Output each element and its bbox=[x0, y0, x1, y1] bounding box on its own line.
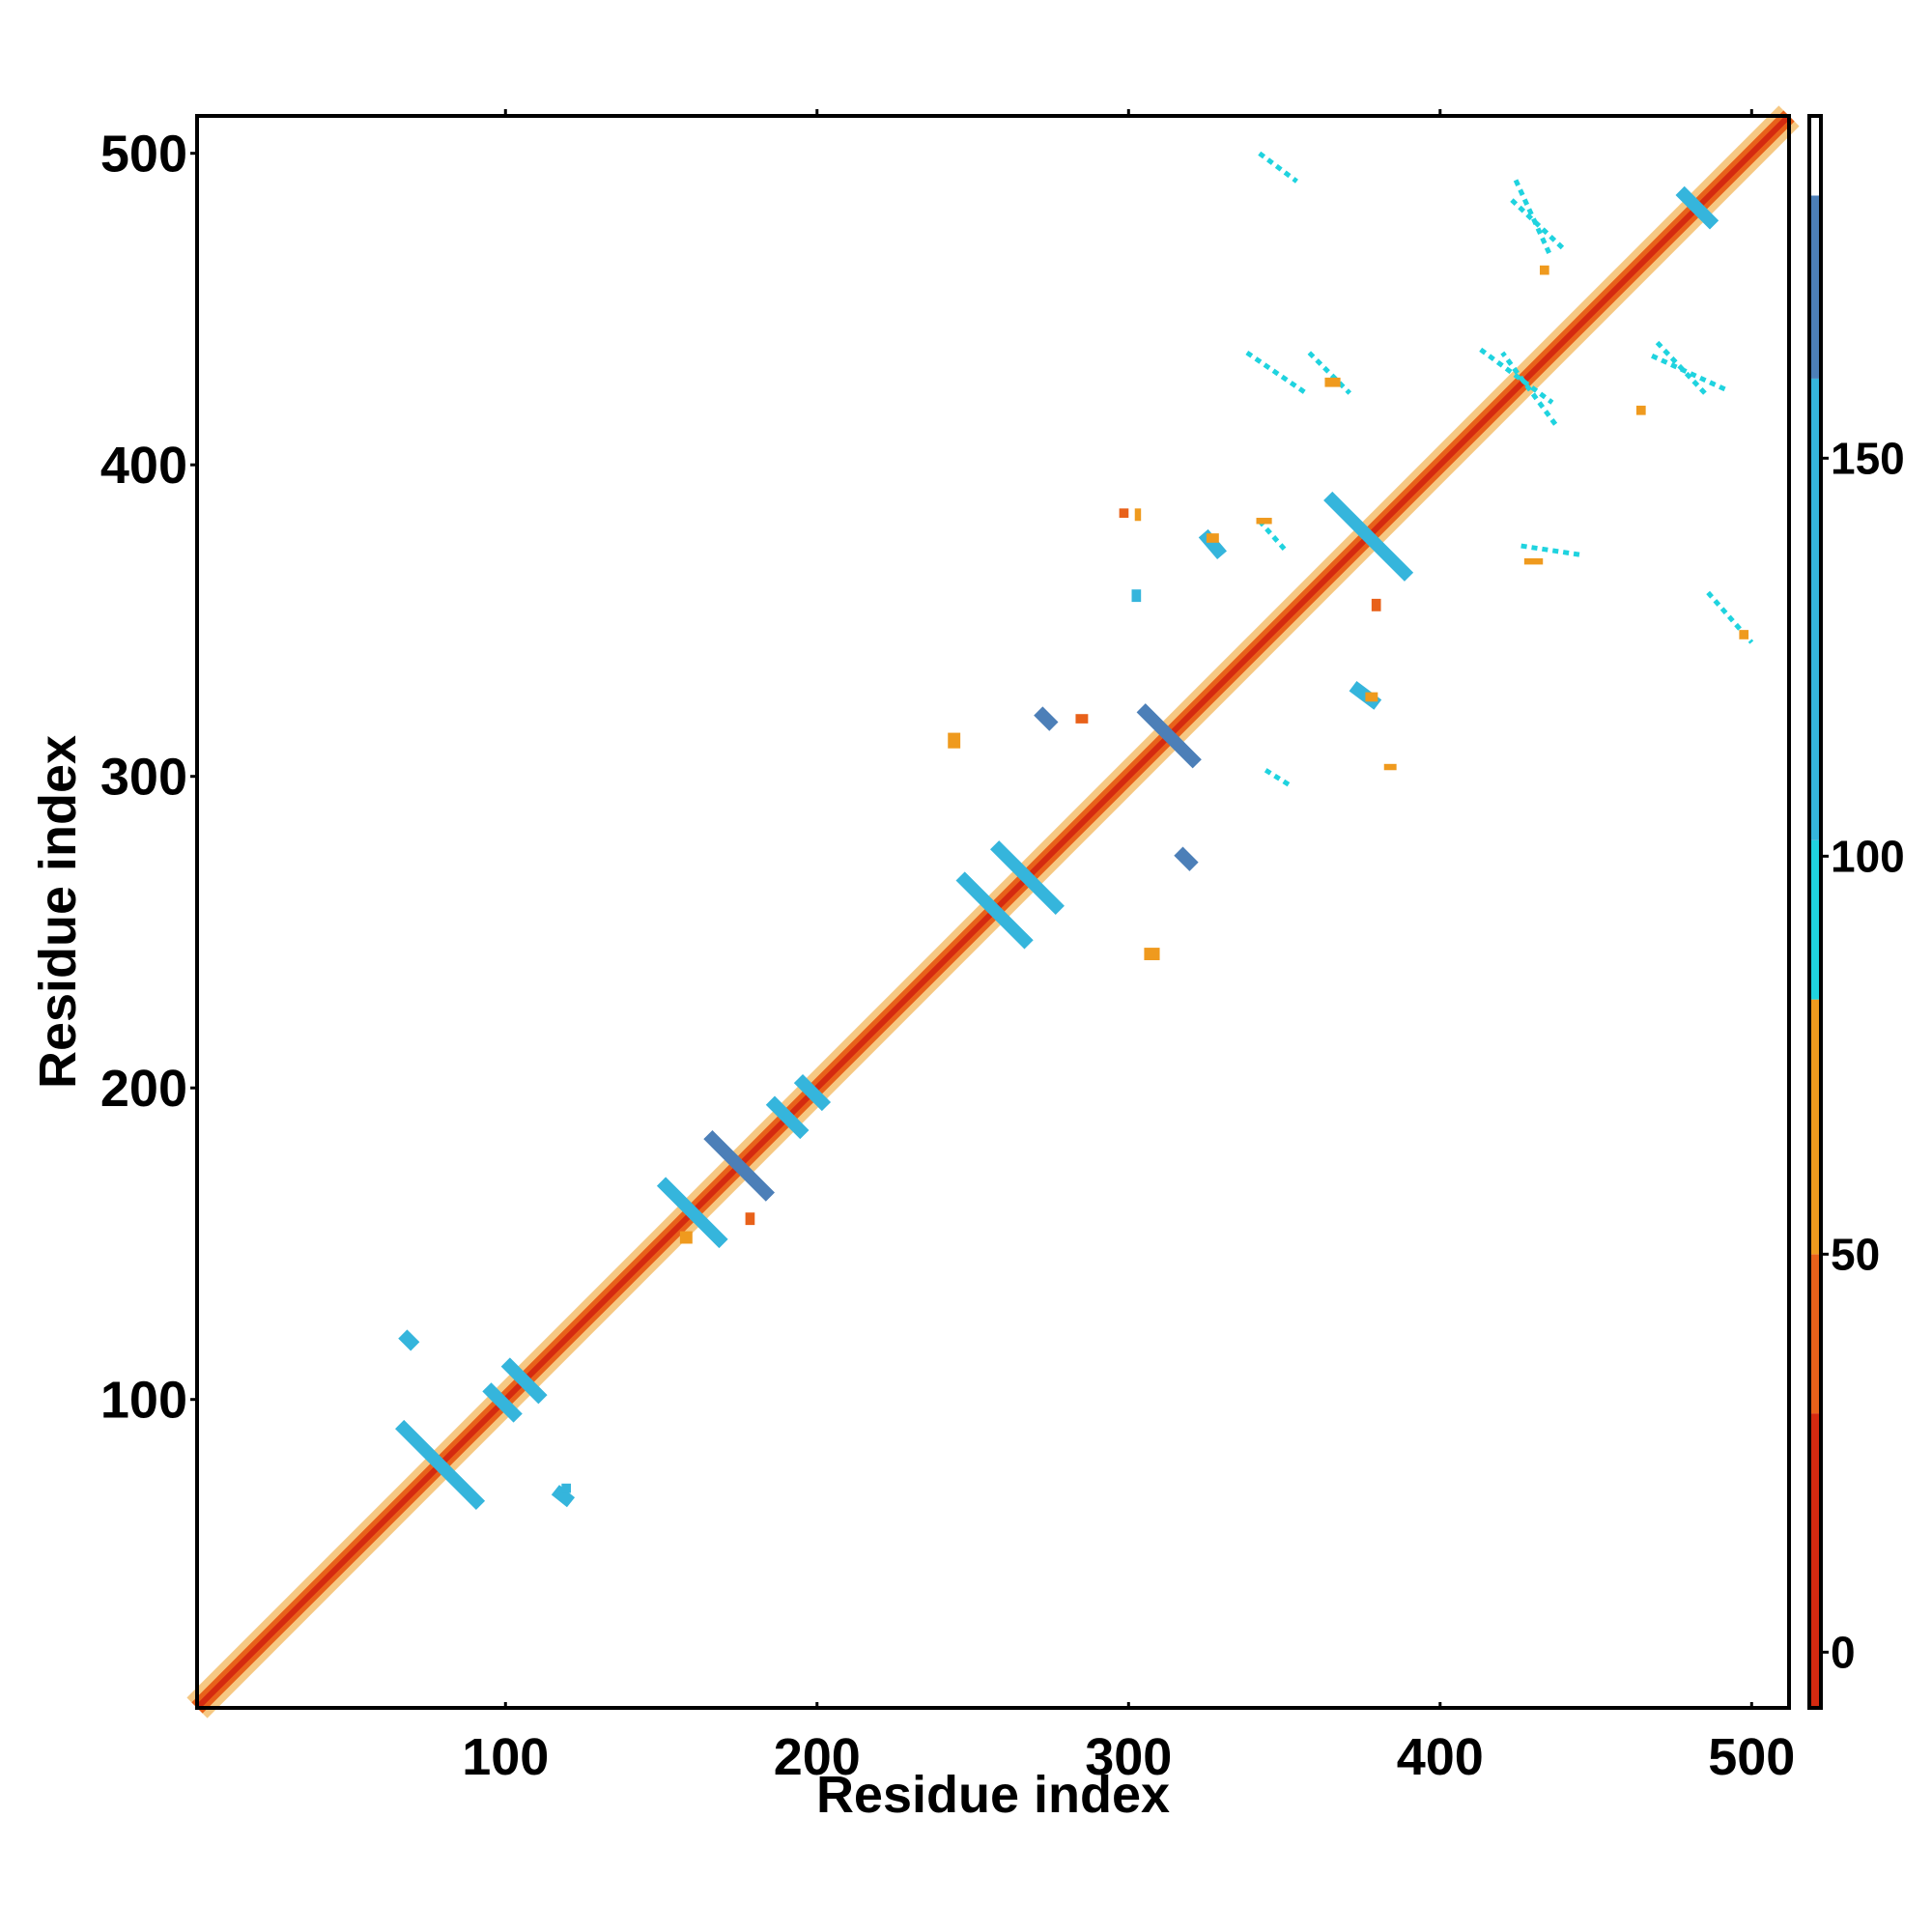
contact-segment bbox=[1307, 351, 1352, 395]
contact-segment bbox=[1651, 354, 1728, 393]
y-tick-label: 300 bbox=[100, 749, 187, 807]
x-tick-label: 400 bbox=[1397, 1728, 1484, 1786]
contact-segment bbox=[1512, 177, 1551, 254]
contact-patch bbox=[679, 1231, 693, 1244]
contact-segment bbox=[990, 840, 1065, 915]
y-tick-label: 400 bbox=[100, 437, 187, 495]
colorbar-tick-label: 50 bbox=[1831, 1229, 1880, 1279]
contact-segment bbox=[1034, 706, 1059, 731]
contact-patch bbox=[561, 1483, 572, 1493]
contact-patch bbox=[1523, 557, 1544, 565]
contact-patch bbox=[1739, 630, 1749, 639]
colorbar-segment bbox=[1809, 1413, 1821, 1708]
y-tick-label: 200 bbox=[100, 1060, 187, 1118]
y-tick-label: 100 bbox=[100, 1372, 187, 1430]
contact-patch bbox=[1131, 589, 1142, 603]
contact-segment bbox=[551, 1485, 576, 1508]
contact-patch bbox=[1371, 598, 1381, 611]
contact-segment bbox=[765, 1095, 810, 1140]
contact-segment bbox=[1245, 351, 1308, 396]
contact-segment bbox=[1510, 198, 1567, 252]
plot-frame bbox=[195, 114, 1791, 1710]
contact-segment bbox=[1174, 846, 1199, 871]
contact-patch bbox=[1075, 714, 1089, 724]
contact-patch bbox=[1635, 405, 1646, 415]
x-tick-label: 500 bbox=[1708, 1728, 1795, 1786]
y-tick-label: 500 bbox=[100, 126, 187, 184]
y-axis-ticks: 100 200 300 400 500 bbox=[100, 126, 197, 1430]
y-axis-title: Residue index bbox=[29, 735, 87, 1089]
colorbar-segment bbox=[1809, 378, 1821, 840]
contact-patch bbox=[745, 1212, 755, 1226]
x-tick-label: 300 bbox=[1085, 1728, 1172, 1786]
colorbar-segment bbox=[1809, 195, 1821, 379]
contact-segment bbox=[955, 871, 1034, 950]
x-axis-title: Residue index bbox=[816, 1766, 1170, 1824]
contact-segment bbox=[1675, 185, 1719, 230]
colorbar-segment bbox=[1809, 999, 1821, 1255]
contact-segment bbox=[1500, 351, 1558, 426]
colorbar-frame bbox=[1807, 114, 1823, 1710]
colorbar-segment bbox=[1809, 1254, 1821, 1414]
contact-patch bbox=[1256, 518, 1272, 525]
contact-segment bbox=[1264, 768, 1293, 788]
colorbar-tick-label: 0 bbox=[1831, 1627, 1856, 1677]
contact-segment bbox=[793, 1073, 832, 1112]
contact-patch bbox=[1324, 377, 1341, 387]
contact-segment bbox=[656, 1177, 728, 1249]
x-axis-ticks: 100 200 300 400 500 bbox=[462, 109, 1795, 1786]
contact-segment bbox=[398, 1329, 420, 1351]
contact-patch bbox=[1383, 763, 1397, 771]
contact-segment bbox=[1479, 347, 1554, 405]
plot-area bbox=[186, 105, 1800, 1719]
contact-patch bbox=[1206, 533, 1219, 543]
contact-patch bbox=[1144, 948, 1160, 960]
contact-segment bbox=[395, 1419, 486, 1510]
contact-patch bbox=[1119, 508, 1129, 519]
contact-segment bbox=[1258, 151, 1298, 184]
colorbar-segment bbox=[1809, 839, 1821, 1000]
contact-segment bbox=[482, 1382, 523, 1423]
colorbar bbox=[1807, 114, 1823, 1710]
contact-segment bbox=[1653, 338, 1707, 395]
colorbar-tick-label: 150 bbox=[1831, 433, 1905, 483]
contact-segment bbox=[1323, 491, 1414, 582]
contact-patch bbox=[948, 732, 961, 749]
colorbar-ticks: 0 50 100 150 bbox=[1821, 433, 1905, 1677]
contact-patch bbox=[1539, 265, 1549, 275]
contact-segment bbox=[703, 1129, 776, 1202]
colorbar-segment bbox=[1809, 116, 1821, 196]
contact-segment bbox=[1136, 703, 1202, 769]
contact-patch bbox=[1134, 508, 1142, 522]
x-tick-label: 200 bbox=[774, 1728, 861, 1786]
colorbar-tick-label: 100 bbox=[1831, 831, 1905, 881]
contact-segment bbox=[500, 1357, 548, 1405]
x-tick-label: 100 bbox=[462, 1728, 549, 1786]
contact-patch bbox=[1365, 692, 1378, 702]
